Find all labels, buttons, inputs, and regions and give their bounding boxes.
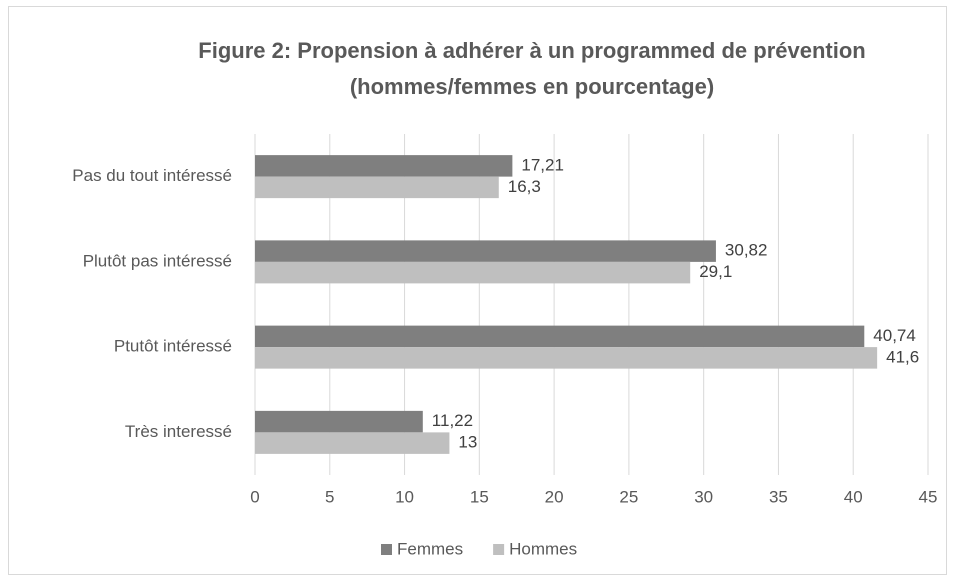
chart-border <box>8 6 947 575</box>
y-tick-label: Très interessé <box>125 422 232 441</box>
x-tick-label: 30 <box>694 487 713 506</box>
bar <box>255 240 716 262</box>
data-label: 16,3 <box>508 177 541 196</box>
x-tick-label: 10 <box>395 487 414 506</box>
bar <box>255 325 865 348</box>
legend-swatch <box>493 544 505 555</box>
x-tick-label: 35 <box>769 487 788 506</box>
x-tick-label: 20 <box>545 487 564 506</box>
x-tick-label: 0 <box>250 487 259 506</box>
y-tick-label: Ptutôt intéressé <box>114 337 232 356</box>
x-tick-label: 25 <box>619 487 638 506</box>
x-tick-label: 5 <box>325 487 334 506</box>
bar <box>255 261 691 284</box>
legend-swatch <box>381 544 392 555</box>
data-label: 41,6 <box>886 347 919 366</box>
data-label: 30,82 <box>725 241 768 260</box>
y-tick-label: Pas du tout intéressé <box>72 166 232 185</box>
data-label: 11,22 <box>432 411 473 430</box>
chart-title: Figure 2: Propension à adhérer à un prog… <box>198 38 865 63</box>
bar <box>255 155 513 177</box>
legend-label: Hommes <box>509 539 577 558</box>
bar <box>255 347 878 369</box>
x-tick-label: 40 <box>844 487 863 506</box>
x-tick-label: 45 <box>919 487 938 506</box>
bar <box>255 432 450 454</box>
x-tick-label: 15 <box>470 487 489 506</box>
data-label: 29,1 <box>699 262 732 281</box>
y-tick-label: Plutôt pas intéressé <box>83 251 232 270</box>
bar <box>255 410 423 433</box>
data-label: 40,74 <box>873 326 916 345</box>
chart-title: (hommes/femmes en pourcentage) <box>350 74 714 99</box>
data-label: 17,21 <box>521 155 564 174</box>
legend-label: Femmes <box>397 539 463 558</box>
bar <box>255 176 499 199</box>
data-label: 13 <box>458 433 477 452</box>
